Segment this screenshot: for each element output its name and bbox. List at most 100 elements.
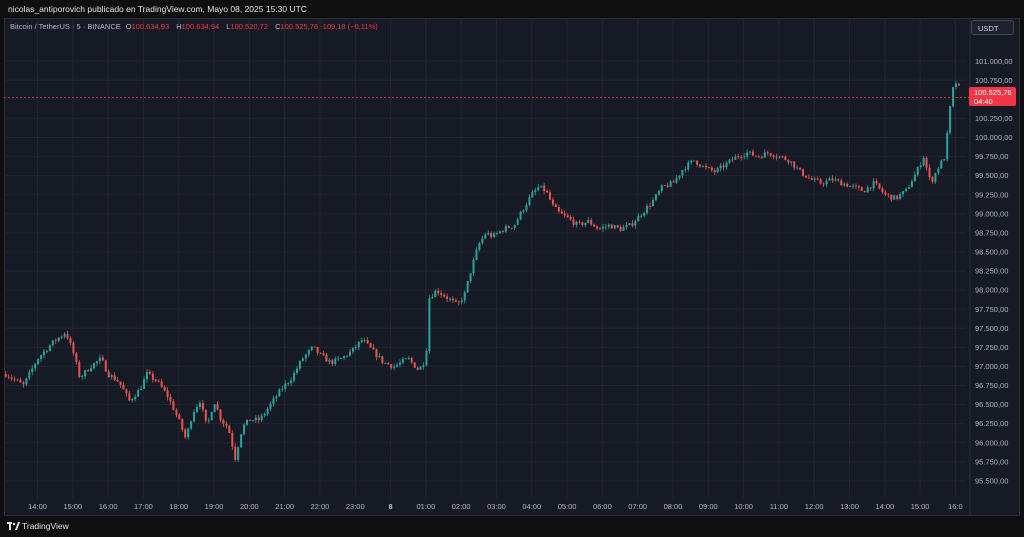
candle (296, 365, 299, 375)
candle (651, 197, 654, 207)
candle (75, 351, 78, 365)
change-value: -109,18 (−0,11%) (320, 22, 378, 31)
candle (363, 337, 366, 343)
candlestick-chart[interactable]: 101.000,00100.750,00100.500,00100.250,00… (4, 18, 1020, 516)
candle (337, 355, 340, 361)
candle (263, 412, 266, 418)
candle (204, 409, 207, 424)
publisher-line: nicolas_antiporovich publicado en Tradin… (8, 4, 307, 14)
candle (213, 404, 216, 413)
candle (587, 217, 590, 224)
candle (63, 332, 66, 339)
candle (266, 406, 269, 417)
candle (407, 355, 410, 360)
candle (625, 221, 628, 230)
price-tick-label: 98.000,00 (975, 286, 1008, 295)
candle (707, 166, 710, 169)
time-tick-label: 06:00 (593, 502, 612, 511)
candle (716, 166, 719, 174)
candle (719, 162, 722, 172)
candle (584, 222, 587, 228)
candle (145, 369, 148, 383)
price-tick-label: 101.000,00 (975, 57, 1013, 66)
candle (340, 357, 343, 360)
time-tick-label: 16:00 (99, 502, 118, 511)
currency-button[interactable]: USDT (971, 20, 1014, 35)
candle (663, 184, 666, 187)
candle (78, 360, 81, 379)
candle (578, 219, 581, 225)
candle (852, 183, 855, 189)
candle (190, 420, 193, 431)
candle (298, 360, 301, 371)
candle (869, 187, 872, 191)
candle (354, 344, 357, 350)
candle (310, 346, 313, 352)
candle (934, 172, 937, 184)
candle (931, 176, 934, 184)
candle (543, 182, 546, 195)
candle (251, 419, 254, 422)
candle (554, 203, 557, 208)
time-tick-label: 22:00 (311, 502, 330, 511)
chart-pane[interactable] (4, 18, 1020, 516)
candle (531, 189, 534, 198)
time-tick-label: 01:00 (416, 502, 435, 511)
candle (463, 290, 466, 304)
candle (907, 184, 910, 190)
candle (493, 231, 496, 239)
candle (787, 159, 790, 165)
candle (940, 159, 943, 169)
candle (316, 346, 319, 356)
candle (422, 362, 425, 370)
candle (631, 219, 634, 228)
time-tick-label: 13:00 (840, 502, 859, 511)
candle (775, 153, 778, 161)
candle (228, 424, 231, 434)
open-label: O (125, 22, 132, 31)
low-label: L (226, 22, 231, 31)
candle (919, 162, 922, 170)
candle (454, 297, 457, 303)
candle (534, 187, 537, 196)
time-tick-label: 18:00 (169, 502, 188, 511)
time-tick-label: 10:00 (734, 502, 753, 511)
candle (501, 230, 504, 234)
candle (643, 211, 646, 218)
candle (472, 257, 475, 277)
candle (272, 395, 275, 408)
candle (125, 388, 128, 397)
candle (25, 377, 28, 387)
candle (184, 427, 187, 439)
time-tick-label: 12:00 (805, 502, 824, 511)
candle (646, 203, 649, 215)
candle (857, 184, 860, 191)
candle (540, 185, 543, 188)
candle (760, 155, 763, 160)
candle (799, 167, 802, 171)
candle (178, 413, 181, 420)
candle (899, 192, 902, 201)
candle (637, 213, 640, 222)
candle (943, 158, 946, 161)
time-tick-label: 21:00 (275, 502, 294, 511)
candle (949, 105, 952, 135)
candle (860, 186, 863, 192)
candle (513, 224, 516, 231)
candle (37, 358, 40, 365)
candle (104, 359, 107, 372)
footer-brand: TradingView (22, 521, 69, 531)
candle (357, 341, 360, 351)
candle (904, 187, 907, 193)
candle (219, 409, 222, 423)
candle (372, 344, 375, 350)
candle (496, 231, 499, 236)
candle (116, 377, 119, 382)
candle (210, 411, 213, 421)
candle (837, 178, 840, 183)
candle (678, 175, 681, 181)
candle (287, 382, 290, 387)
candle (710, 166, 713, 173)
candle (613, 224, 616, 230)
candle (922, 155, 925, 167)
